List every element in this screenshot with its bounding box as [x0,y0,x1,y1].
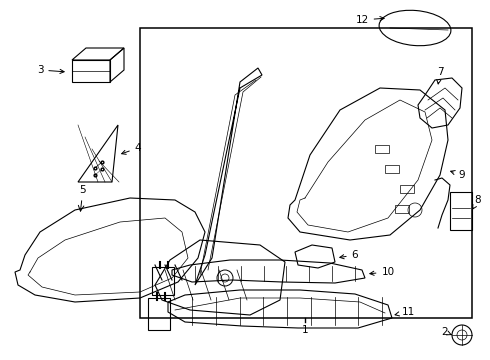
Text: 4: 4 [122,143,141,154]
Text: 1: 1 [302,325,308,335]
Text: 6: 6 [340,250,358,260]
Bar [140,28,472,318]
Text: 9: 9 [451,170,465,180]
Text: 10: 10 [370,267,394,277]
Text: 8: 8 [472,195,481,209]
Text: 12: 12 [355,15,384,25]
Text: 7: 7 [437,67,443,84]
Text: 5: 5 [79,185,85,195]
Text: 2: 2 [441,327,451,337]
Text: 3: 3 [37,65,64,75]
Text: 11: 11 [395,307,415,317]
